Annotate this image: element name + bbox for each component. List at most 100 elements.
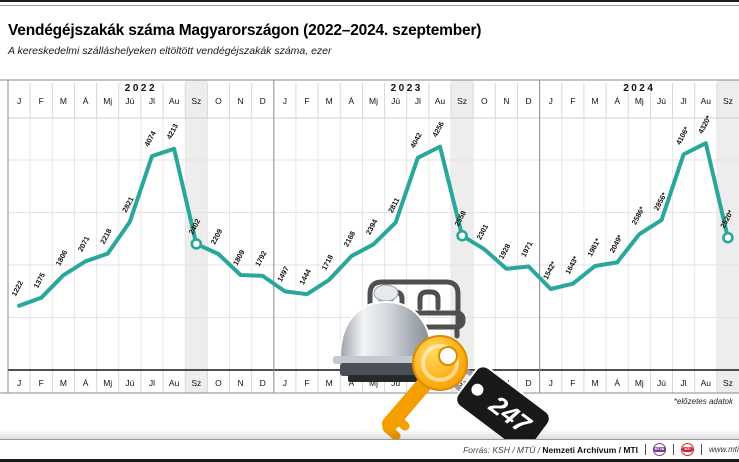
month-label: F bbox=[39, 96, 44, 106]
month-label: D bbox=[260, 378, 266, 388]
month-label: D bbox=[260, 96, 266, 106]
month-label: F bbox=[570, 96, 575, 106]
month-label: J bbox=[283, 96, 287, 106]
data-label: 1444 bbox=[297, 267, 313, 286]
month-label: M bbox=[591, 378, 598, 388]
month-label: Á bbox=[349, 378, 355, 388]
data-label: 2301 bbox=[475, 223, 491, 242]
mtva-logo-icon: MTVA bbox=[652, 443, 667, 456]
month-label: F bbox=[304, 378, 309, 388]
month-label: Jl bbox=[415, 96, 421, 106]
month-label: Á bbox=[349, 96, 355, 106]
month-label: Sz bbox=[723, 96, 733, 106]
month-label: F bbox=[570, 378, 575, 388]
data-label: 4320* bbox=[696, 114, 713, 135]
data-label: 2394 bbox=[364, 217, 380, 236]
source-credit: Forrás: KSH / MTÜ / Nemzeti Archívum / M… bbox=[463, 445, 638, 455]
month-label: Jú bbox=[125, 96, 134, 106]
top-border-line-thin bbox=[0, 5, 739, 6]
month-label: J bbox=[283, 378, 287, 388]
year-label: 2022 bbox=[125, 83, 157, 94]
month-label: Mj bbox=[103, 96, 112, 106]
mti-logo-icon: MTI bbox=[681, 443, 694, 456]
preliminary-data-footnote: *előzetes adatok bbox=[673, 397, 733, 406]
page-title: Vendégéjszakák száma Magyarországon (202… bbox=[8, 22, 482, 39]
bottom-border-line bbox=[0, 459, 739, 462]
reception-bell-icon bbox=[333, 284, 439, 382]
data-label: 4106* bbox=[674, 125, 691, 146]
data-label: 1222 bbox=[9, 279, 25, 298]
month-label: Jl bbox=[149, 378, 155, 388]
month-label: M bbox=[326, 378, 333, 388]
month-label: Au bbox=[701, 96, 712, 106]
month-label: J bbox=[17, 96, 21, 106]
month-label: Jú bbox=[391, 378, 400, 388]
month-label: J bbox=[17, 378, 21, 388]
data-label: 2218 bbox=[98, 227, 114, 246]
data-label: 4042 bbox=[408, 131, 424, 150]
hotel-illustration: 247 bbox=[333, 279, 551, 453]
data-label: 2168 bbox=[342, 230, 358, 249]
data-label: 2586* bbox=[630, 205, 647, 226]
data-label: 1809 bbox=[231, 248, 247, 267]
data-label: 1981* bbox=[585, 237, 602, 258]
top-border-line bbox=[0, 0, 739, 2]
month-label: N bbox=[503, 96, 509, 106]
page-subtitle: A kereskedelmi szálláshelyeken eltöltött… bbox=[8, 45, 332, 57]
source-bold: Nemzeti Archívum / MTI bbox=[542, 444, 638, 455]
month-label: Jú bbox=[657, 378, 666, 388]
footer-bar: Forrás: KSH / MTÜ / Nemzeti Archívum / M… bbox=[0, 439, 739, 459]
mti-logo-text: MTI bbox=[682, 446, 693, 453]
month-label: Mj bbox=[635, 378, 644, 388]
month-label: Au bbox=[169, 378, 180, 388]
month-label: Jl bbox=[149, 96, 155, 106]
data-label: 1375 bbox=[32, 271, 48, 290]
key-icon bbox=[382, 335, 468, 441]
month-label: Á bbox=[614, 96, 620, 106]
data-label: 4213 bbox=[164, 122, 180, 141]
data-label: 4256 bbox=[430, 120, 446, 139]
month-label: Mj bbox=[635, 96, 644, 106]
september-marker bbox=[722, 231, 734, 244]
month-label: O bbox=[215, 378, 222, 388]
footer-separator bbox=[701, 444, 702, 455]
footer-url: www.mti bbox=[709, 445, 739, 454]
month-label: D bbox=[525, 96, 531, 106]
data-label: 1806 bbox=[54, 249, 70, 268]
room-key-tag: 247 bbox=[455, 365, 551, 453]
month-label: M bbox=[591, 96, 598, 106]
month-label: Mj bbox=[103, 378, 112, 388]
data-label: 1928 bbox=[497, 242, 513, 261]
month-label: J bbox=[549, 378, 553, 388]
month-label: Sz bbox=[723, 378, 733, 388]
month-label: F bbox=[39, 378, 44, 388]
month-label: Au bbox=[169, 96, 180, 106]
month-label: Jl bbox=[681, 378, 687, 388]
month-label: M bbox=[60, 96, 67, 106]
month-label: Jú bbox=[391, 96, 400, 106]
year-label: 2024 bbox=[623, 83, 655, 94]
month-label: Á bbox=[614, 378, 620, 388]
month-label: Sz bbox=[457, 96, 467, 106]
mtva-logo-text: MTVA bbox=[652, 446, 667, 453]
data-label: 2071 bbox=[76, 235, 92, 254]
data-label: 1497 bbox=[275, 265, 291, 284]
september-marker bbox=[190, 238, 203, 250]
month-label: Jú bbox=[125, 378, 134, 388]
year-label: 2023 bbox=[391, 83, 423, 94]
footer-shadow bbox=[0, 429, 739, 439]
month-label: N bbox=[238, 96, 244, 106]
footer-separator bbox=[673, 444, 674, 455]
data-label: 1971 bbox=[519, 240, 535, 259]
footer-separator bbox=[645, 444, 646, 455]
month-label: M bbox=[60, 378, 67, 388]
month-label: Jl bbox=[681, 96, 687, 106]
month-label: Au bbox=[701, 378, 712, 388]
data-label: 2049* bbox=[608, 233, 625, 254]
data-label: 4074 bbox=[142, 129, 158, 148]
month-label: Sz bbox=[191, 378, 201, 388]
month-label: Á bbox=[83, 378, 89, 388]
month-label: Au bbox=[435, 96, 446, 106]
month-label: Mj bbox=[369, 96, 378, 106]
